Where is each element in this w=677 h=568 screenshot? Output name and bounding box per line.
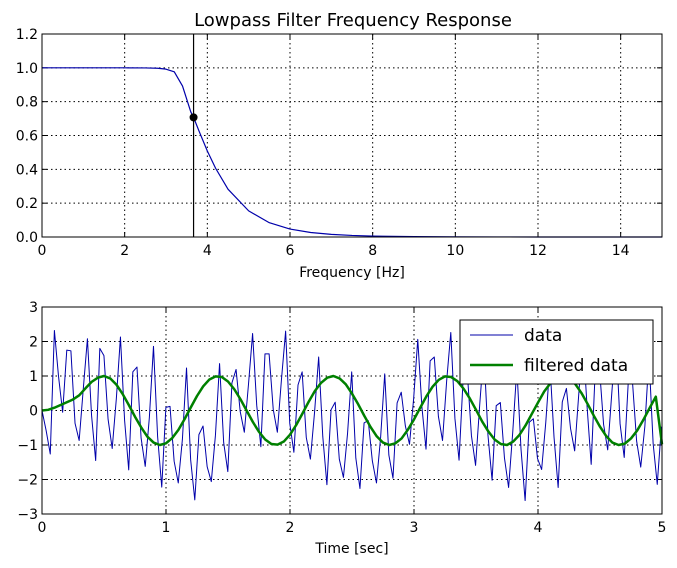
raw-data-line — [41, 329, 662, 502]
cutoff-point-marker — [189, 113, 198, 122]
x-tick-label: 6 — [286, 243, 295, 259]
y-tick-label: 0.0 — [16, 230, 38, 246]
legend-data-label: data — [524, 326, 562, 346]
x-tick-label: 2 — [286, 520, 295, 536]
time-domain-panel: 0 1 2 3 4 5 −3 −2 −1 0 1 2 3 Time [sec] data filtere… — [17, 300, 666, 557]
bottom-axes-frame — [41, 306, 663, 515]
x-tick-label: 8 — [368, 243, 377, 259]
frequency-response-panel: Lowpass Filter Frequency Response 0 2 4 6 8 1… — [16, 10, 663, 281]
x-tick-label: 1 — [162, 520, 171, 536]
top-tick-labels: 0 2 4 6 8 10 12 14 0.0 0.2 0.4 0.6 0.8 1.0 1.2 — [16, 27, 630, 259]
legend-box — [459, 319, 654, 385]
chart-title: Lowpass Filter Frequency Response — [194, 10, 512, 31]
y-tick-label: 0.2 — [16, 196, 38, 212]
x-tick-label: 12 — [529, 243, 547, 259]
y-tick-label: 0.4 — [16, 162, 38, 178]
frequency-response-line — [42, 67, 663, 238]
legend: data filtered data — [459, 319, 654, 385]
legend-filtered-label: filtered data — [524, 356, 628, 376]
x-tick-label: 2 — [120, 243, 129, 259]
y-tick-label: 1.2 — [16, 27, 38, 43]
x-tick-label: 4 — [203, 243, 212, 259]
x-tick-label: 3 — [410, 520, 419, 536]
x-tick-label: 0 — [38, 520, 47, 536]
y-tick-label: 0.8 — [16, 95, 38, 111]
y-tick-label: 2 — [29, 335, 38, 351]
y-tick-label: 1 — [29, 369, 38, 385]
x-tick-label: 4 — [534, 520, 543, 536]
y-tick-label: −2 — [17, 473, 38, 489]
x-tick-label: 10 — [446, 243, 464, 259]
y-tick-label: 3 — [29, 300, 38, 316]
y-tick-label: −3 — [17, 507, 38, 523]
x-tick-label: 14 — [612, 243, 630, 259]
y-tick-label: 0.6 — [16, 129, 38, 145]
x-tick-label: 0 — [38, 243, 47, 259]
y-tick-label: 1.0 — [16, 61, 38, 77]
top-axes-frame — [41, 33, 663, 238]
top-x-axis-label: Frequency [Hz] — [299, 265, 405, 281]
top-grid — [41, 33, 662, 238]
bottom-x-axis-label: Time [sec] — [314, 541, 388, 557]
y-tick-label: −1 — [17, 438, 38, 454]
y-tick-label: 0 — [29, 404, 38, 420]
bottom-tick-labels: 0 1 2 3 4 5 −3 −2 −1 0 1 2 3 — [17, 300, 666, 536]
x-tick-label: 5 — [658, 520, 667, 536]
